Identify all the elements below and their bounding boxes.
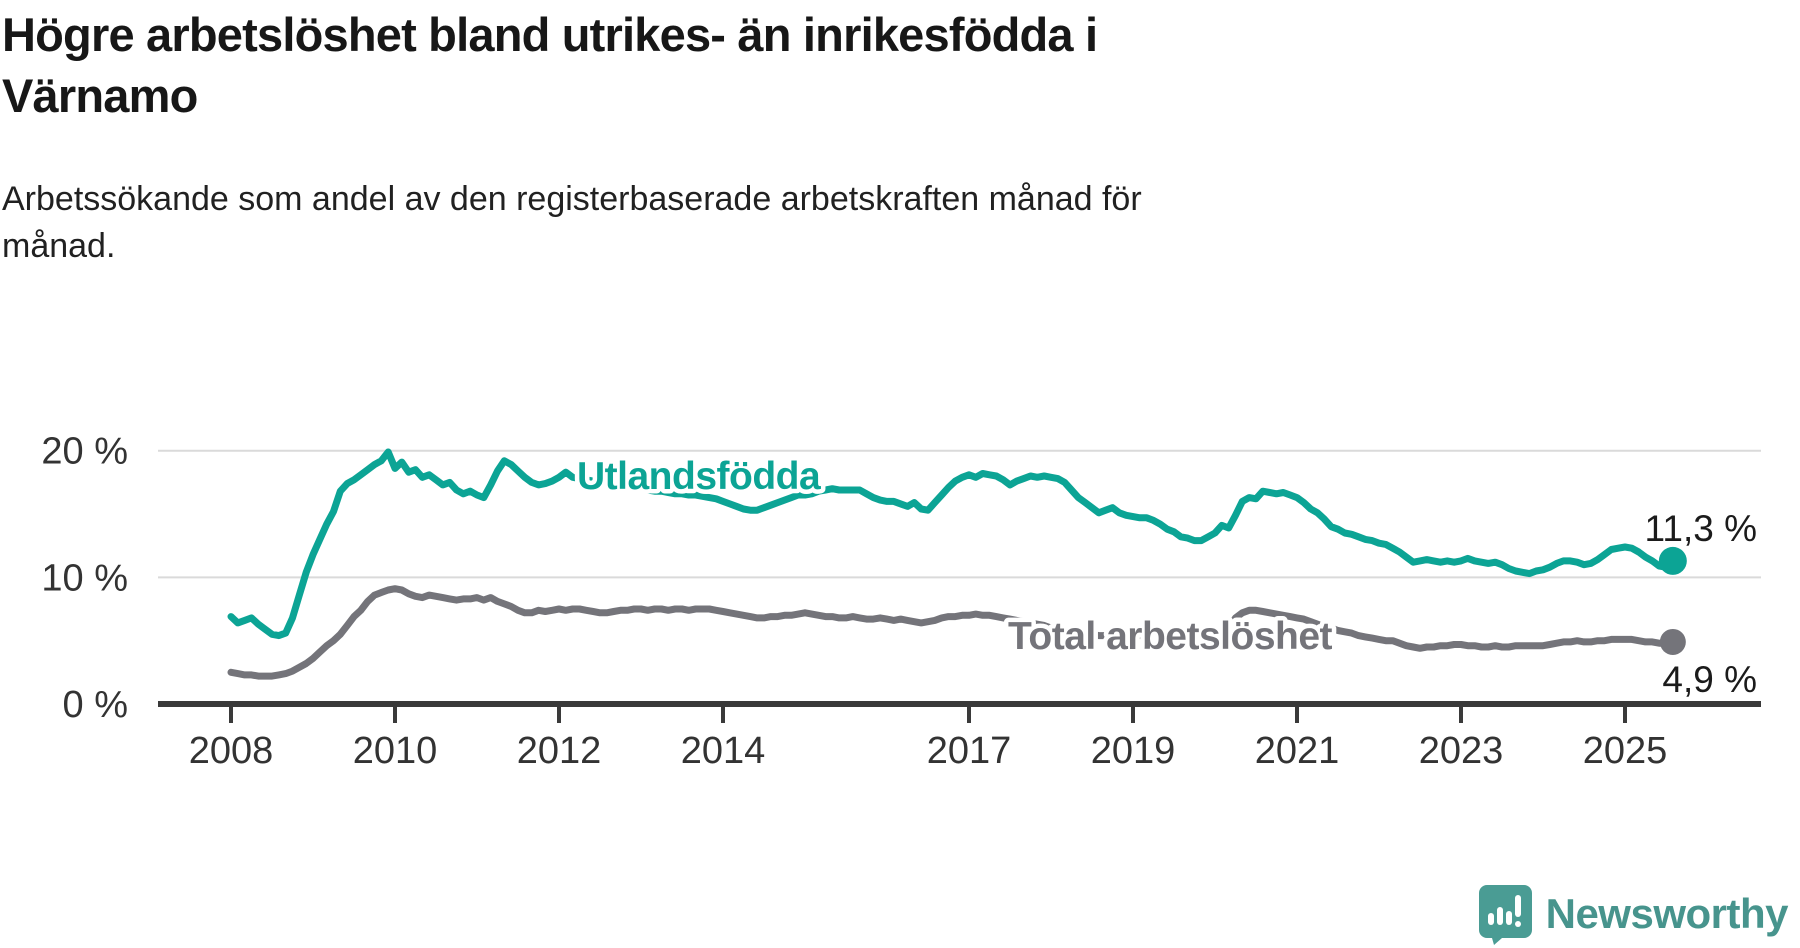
y-axis-tick-label: 10 %	[41, 557, 128, 599]
series-line-utlandsfodda	[227, 448, 1677, 640]
x-axis-tick-label: 2021	[1255, 730, 1340, 772]
series-endpoint-dot	[1659, 628, 1686, 655]
page-title-line-2: Värnamo	[2, 69, 198, 123]
x-axis-tick-label: 2008	[189, 730, 274, 772]
chart-header: Högre arbetslöshet bland utrikes- än inr…	[2, 4, 1762, 270]
y-axis-tick-label: 20 %	[41, 431, 128, 473]
x-axis-tick-label: 2025	[1583, 730, 1668, 772]
series-line-total-arbetsloshet	[227, 585, 1677, 680]
page-title-line-1: Högre arbetslöshet bland utrikes- än inr…	[2, 8, 1098, 61]
chart-subtitle-line-2: månad.	[2, 227, 116, 266]
x-axis-tick-label: 2010	[353, 730, 438, 772]
chart-subtitle: Arbetssökande som andel av den registerb…	[2, 176, 1762, 270]
latest-value-label-total: 4,9 %	[1662, 659, 1757, 700]
series-endpoint-dot	[1658, 546, 1687, 575]
newsworthy-logo-text: Newsworthy	[1545, 890, 1789, 937]
x-axis-tick-label: 2019	[1091, 730, 1176, 772]
series-label-total-arbetsloshet: Total arbetslöshet	[1008, 615, 1333, 658]
chart-subtitle-line-1: Arbetssökande som andel av den registerb…	[2, 180, 1142, 219]
x-axis-tick-label: 2012	[517, 730, 602, 772]
x-axis-tick-label: 2014	[681, 730, 766, 772]
x-axis-tick-label: 2017	[927, 730, 1012, 772]
x-axis-tick-label: 2023	[1419, 730, 1504, 772]
page-title: Högre arbetslöshet bland utrikes- än inr…	[2, 4, 1762, 126]
latest-value-label-utlandsfodda: 11,3 %	[1645, 508, 1757, 549]
newsworthy-logo: Newsworthy	[1477, 882, 1789, 946]
series-label-utlandsfodda: Utlandsfödda	[577, 455, 821, 498]
bar-chart-speech-bubble-icon	[1478, 885, 1532, 945]
y-axis-tick-label: 0 %	[63, 684, 128, 726]
